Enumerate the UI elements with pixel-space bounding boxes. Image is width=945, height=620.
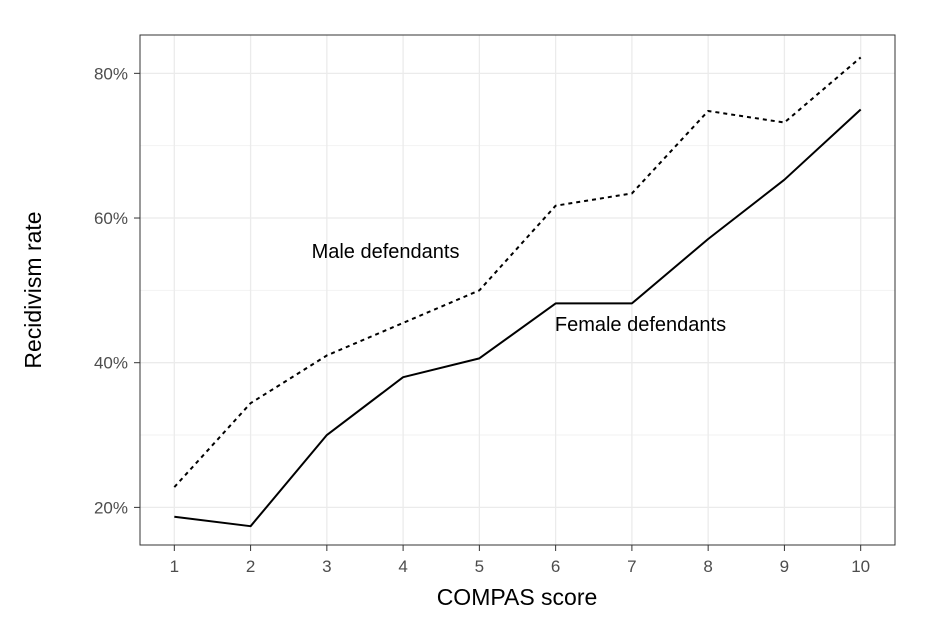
data-point bbox=[858, 107, 864, 113]
series-annotation: Female defendants bbox=[555, 314, 726, 336]
series-line-female bbox=[174, 108, 862, 528]
series-annotation: Male defendants bbox=[312, 241, 460, 263]
x-tick-label: 7 bbox=[627, 557, 636, 576]
data-point bbox=[248, 400, 254, 406]
x-tick-label: 9 bbox=[780, 557, 789, 576]
x-tick-label: 3 bbox=[322, 557, 331, 576]
x-tick-label: 10 bbox=[851, 557, 870, 576]
x-axis: 1 2 3 4 5 6 7 8 9 10 bbox=[170, 545, 870, 576]
annotation-layer: Male defendants Female defendants bbox=[312, 241, 727, 336]
x-tick-label: 4 bbox=[398, 557, 407, 576]
data-point bbox=[705, 108, 711, 114]
data-point bbox=[248, 523, 254, 529]
y-tick-label: 60% bbox=[94, 209, 128, 228]
series-line-male bbox=[173, 56, 862, 488]
x-axis-title: COMPAS score bbox=[437, 584, 598, 610]
data-point bbox=[171, 514, 177, 520]
data-point bbox=[629, 300, 635, 306]
x-tick-label: 8 bbox=[703, 557, 712, 576]
data-point bbox=[476, 355, 482, 361]
data-point bbox=[476, 287, 482, 293]
plot-panel-border bbox=[139, 34, 896, 546]
data-point bbox=[858, 54, 864, 60]
data-point bbox=[553, 300, 559, 306]
major-gridlines bbox=[140, 35, 895, 545]
series-layer bbox=[171, 54, 864, 529]
y-tick-label: 80% bbox=[94, 64, 128, 83]
y-tick-label: 40% bbox=[94, 354, 128, 373]
x-tick-label: 6 bbox=[551, 557, 560, 576]
y-axis-title: Recidivism rate bbox=[20, 211, 46, 368]
data-point bbox=[400, 320, 406, 326]
x-tick-label: 2 bbox=[246, 557, 255, 576]
data-point bbox=[171, 484, 177, 490]
data-point bbox=[629, 190, 635, 196]
x-tick-label: 1 bbox=[170, 557, 179, 576]
data-point bbox=[781, 177, 787, 183]
data-point bbox=[781, 120, 787, 126]
data-point bbox=[324, 432, 330, 438]
y-tick-label: 20% bbox=[94, 498, 128, 517]
y-axis: 20% 40% 60% 80% bbox=[94, 64, 140, 517]
data-point bbox=[324, 352, 330, 358]
data-point bbox=[400, 374, 406, 380]
x-tick-label: 5 bbox=[475, 557, 484, 576]
data-point bbox=[553, 203, 559, 209]
minor-gridlines bbox=[140, 145, 895, 436]
data-point bbox=[705, 236, 711, 242]
